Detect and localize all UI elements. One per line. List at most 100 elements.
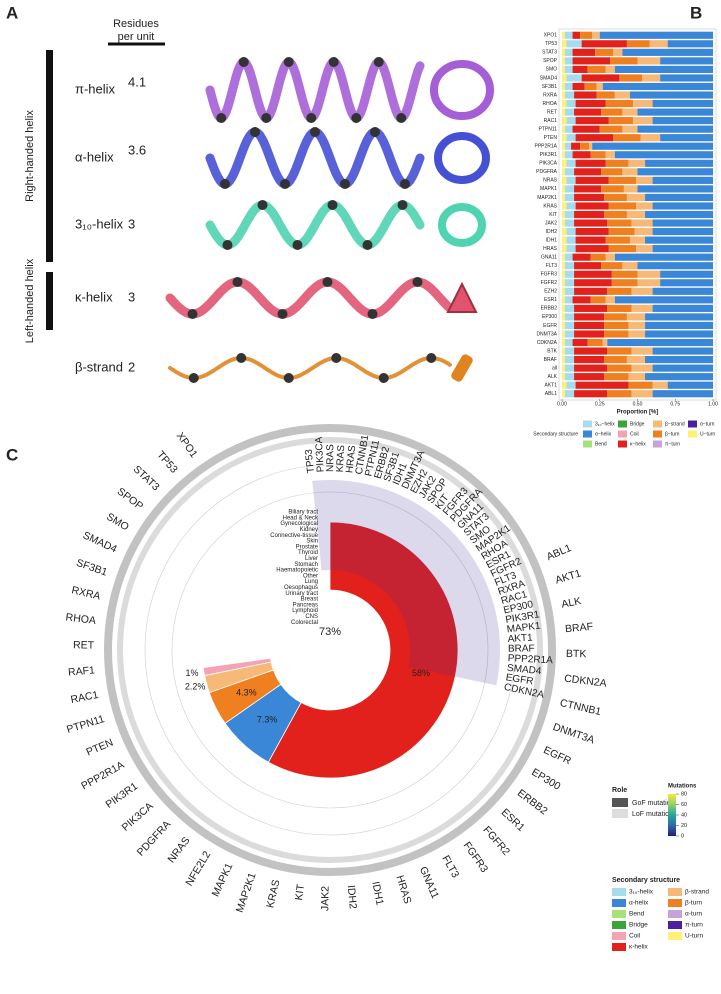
atom [292,240,303,250]
bar-segment [562,279,566,287]
atom [397,200,408,210]
bar-segment [562,40,567,48]
bar-segment [660,134,713,142]
row-label: π-helix [75,81,116,96]
y-tick-label: PIK3CA [539,161,557,167]
bar-segment [634,227,653,236]
bar-segment [637,279,661,287]
bar-segment [572,82,585,91]
gene-label: PIK3R1 [103,780,140,811]
gene-label: RXRA [70,584,101,602]
bar-segment [626,40,650,48]
y-tick-label: SMO [546,67,558,73]
bar-segment [562,373,566,381]
bar-segment [562,262,566,270]
bar-segment [562,74,567,82]
bar-segment [628,330,646,338]
bar-segment [566,245,576,253]
bar-segment [660,270,713,278]
bar-segment [574,185,602,193]
panel-letter: C [6,445,18,464]
cancer-type-label: Breast [301,597,319,603]
atom [327,200,338,210]
bar-segment [626,193,646,202]
cancer-type-label: Gynecological [280,521,318,527]
atom [367,309,378,319]
row-label: α-helix [75,149,114,164]
bar-segment [660,279,713,287]
bar-segment [605,151,615,159]
residues-value: 3 [128,289,135,304]
bar-segment [562,193,566,202]
gene-label: BRAF [565,621,594,635]
legend-swatch [583,440,592,448]
legend-label: κ−helix [630,441,646,447]
bar-segment [604,356,627,364]
bar-segment [631,304,653,312]
bar-segment [575,159,606,167]
cancer-type-label: Biliary tract [288,510,318,516]
legend-swatch [653,440,662,448]
atom [373,57,384,67]
bar-segment [562,321,566,330]
bar-segment [574,219,608,227]
cancer-type-label: Pancreas [293,602,318,608]
center-label: 73% [319,626,341,638]
cancer-type-label: Stomach [294,562,318,568]
bar-segment [631,219,653,227]
atom [426,353,437,363]
atom [222,240,233,250]
bar-segment [566,117,576,125]
y-tick-label: XPO1 [544,33,558,39]
y-tick-label: EGFR [543,323,557,329]
bar-segment [562,65,566,73]
bar-segment [590,253,606,261]
bar-segment [637,108,713,116]
atom [232,277,243,287]
bar-segment [649,40,668,48]
bar-segment [562,108,566,116]
legend-label: α−turn [700,421,715,427]
bar-segment [652,117,713,125]
bar-segment [614,91,630,99]
atom [261,113,272,123]
bar-segment [562,176,567,184]
bar-segment [645,321,713,330]
bar-segment [566,134,576,142]
gene-label: SMAD4 [81,529,119,555]
bar-segment [575,202,609,210]
heatmap-gene-label: BRAF [508,643,535,654]
bar-segment [611,270,638,278]
bar-segment [574,279,612,287]
bar-segment [604,330,629,338]
bar-segment [652,219,713,227]
bar-segment [660,74,713,82]
y-tick-label: HRAS [543,246,558,252]
bar-segment [622,108,638,116]
helix-ribbon [205,200,425,250]
bar-segment [575,176,609,184]
cancer-type-label: Lung [305,579,318,585]
legend-label: π-turn [685,922,703,929]
legend-swatch [618,440,627,448]
atom [331,353,342,363]
structure-ring [117,437,543,863]
bar-segment [572,31,581,39]
group-bar [46,272,53,330]
gene-label: NFE2L2 [183,849,213,888]
y-tick-label: FGFR3 [541,272,558,278]
bar-segment [637,168,713,176]
atom [306,113,317,123]
bar-segment [562,364,566,372]
y-tick-label: PTPN11 [538,126,557,132]
legend-swatch [612,899,626,907]
cancer-type-label: Haematopoietic [276,568,318,574]
bar-segment [562,347,566,355]
gene-label: PIK3CA [120,800,156,834]
bar-segment [584,82,597,91]
y-tick-label: RHOA [543,101,558,107]
bar-segment [566,159,576,167]
y-tick-label: ESR1 [544,297,557,303]
gene-label: EGFR [541,744,573,767]
